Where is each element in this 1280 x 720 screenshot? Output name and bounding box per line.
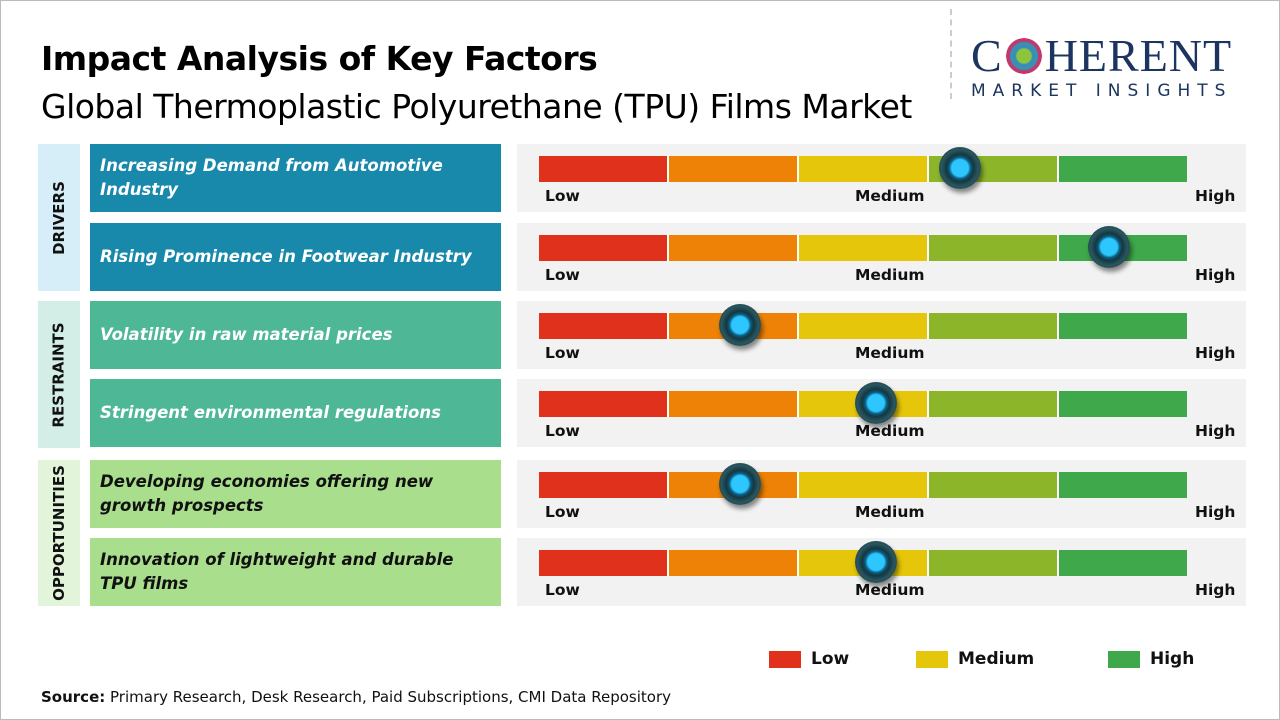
factor-label: Developing economies offering new growth… bbox=[90, 460, 501, 528]
scale-label: High bbox=[1195, 422, 1236, 440]
divider bbox=[950, 9, 952, 99]
gauge-segment bbox=[539, 156, 669, 182]
category-restraints: RESTRAINTS bbox=[38, 301, 80, 448]
impact-marker bbox=[854, 382, 897, 424]
gauge-row: Low Medium High bbox=[517, 460, 1246, 528]
gauge-segment bbox=[929, 235, 1059, 261]
company-logo: C HERENT MARKET INSIGHTS bbox=[971, 30, 1233, 102]
gauge-segment bbox=[799, 235, 929, 261]
scale-label: High bbox=[1195, 503, 1236, 521]
impact-marker bbox=[718, 463, 761, 505]
gauge-segment bbox=[539, 235, 669, 261]
scale-label: Medium bbox=[855, 503, 925, 521]
gauge-row: Low Medium High bbox=[517, 223, 1246, 291]
gauge-row: Low Medium High bbox=[517, 538, 1246, 606]
factor-label: Stringent environmental regulations bbox=[90, 379, 501, 447]
category-label: DRIVERS bbox=[50, 180, 69, 255]
legend-swatch-low bbox=[769, 650, 801, 668]
factor-label: Increasing Demand from Automotive Indust… bbox=[90, 144, 501, 212]
gauge-bar bbox=[539, 156, 1187, 182]
legend-low: Low bbox=[769, 649, 849, 669]
impact-marker bbox=[854, 541, 897, 583]
gauge-segment bbox=[929, 391, 1059, 417]
scale-label: Low bbox=[545, 581, 580, 599]
source-note: Source: Primary Research, Desk Research,… bbox=[41, 688, 672, 706]
scale-label: Low bbox=[545, 266, 580, 284]
page-subtitle: Global Thermoplastic Polyurethane (TPU) … bbox=[41, 87, 912, 126]
impact-marker bbox=[939, 147, 982, 189]
globe-icon bbox=[1005, 38, 1042, 74]
page-title: Impact Analysis of Key Factors bbox=[41, 39, 598, 78]
category-drivers: DRIVERS bbox=[38, 144, 80, 291]
gauge-segment bbox=[1059, 156, 1187, 182]
category-label: OPPORTUNITIES bbox=[50, 465, 68, 601]
gauge-row: Low Medium High bbox=[517, 144, 1246, 212]
scale-label: Medium bbox=[855, 187, 925, 205]
gauge-segment bbox=[669, 156, 799, 182]
factor-label: Innovation of lightweight and durable TP… bbox=[90, 538, 501, 606]
scale-label: High bbox=[1195, 344, 1236, 362]
gauge-segment bbox=[929, 472, 1059, 498]
scale-label: Low bbox=[545, 422, 580, 440]
gauge-segment bbox=[1059, 550, 1187, 576]
legend-swatch-medium bbox=[916, 650, 948, 668]
gauge-row: Low Medium High bbox=[517, 301, 1246, 369]
scale-label: Medium bbox=[855, 581, 925, 599]
gauge-bar bbox=[539, 472, 1187, 498]
impact-marker bbox=[1088, 226, 1131, 268]
impact-marker bbox=[718, 304, 761, 346]
category-opportunities: OPPORTUNITIES bbox=[38, 460, 80, 606]
gauge-segment bbox=[1059, 472, 1187, 498]
gauge-segment bbox=[539, 391, 669, 417]
legend-medium: Medium bbox=[916, 649, 1034, 669]
gauge-segment bbox=[669, 235, 799, 261]
gauge-segment bbox=[539, 313, 669, 339]
category-label: RESTRAINTS bbox=[50, 321, 69, 428]
gauge-segment bbox=[1059, 391, 1187, 417]
scale-label: Low bbox=[545, 187, 580, 205]
gauge-segment bbox=[539, 550, 669, 576]
scale-label: Medium bbox=[855, 266, 925, 284]
factor-label: Rising Prominence in Footwear Industry bbox=[90, 223, 501, 291]
scale-label: Low bbox=[545, 344, 580, 362]
gauge-segment bbox=[669, 391, 799, 417]
gauge-segment bbox=[669, 550, 799, 576]
gauge-segment bbox=[799, 313, 929, 339]
legend-swatch-high bbox=[1108, 650, 1140, 668]
factor-label: Volatility in raw material prices bbox=[90, 301, 501, 369]
gauge-segment bbox=[929, 313, 1059, 339]
scale-label: High bbox=[1195, 581, 1236, 599]
scale-label: High bbox=[1195, 187, 1236, 205]
scale-label: Low bbox=[545, 503, 580, 521]
gauge-segment bbox=[929, 550, 1059, 576]
gauge-segment bbox=[799, 472, 929, 498]
scale-label: Medium bbox=[855, 344, 925, 362]
scale-label: Medium bbox=[855, 422, 925, 440]
gauge-row: Low Medium High bbox=[517, 379, 1246, 447]
gauge-segment bbox=[1059, 313, 1187, 339]
gauge-segment bbox=[539, 472, 669, 498]
scale-label: High bbox=[1195, 266, 1236, 284]
legend-high: High bbox=[1108, 649, 1194, 669]
gauge-segment bbox=[799, 156, 929, 182]
gauge-bar bbox=[539, 313, 1187, 339]
